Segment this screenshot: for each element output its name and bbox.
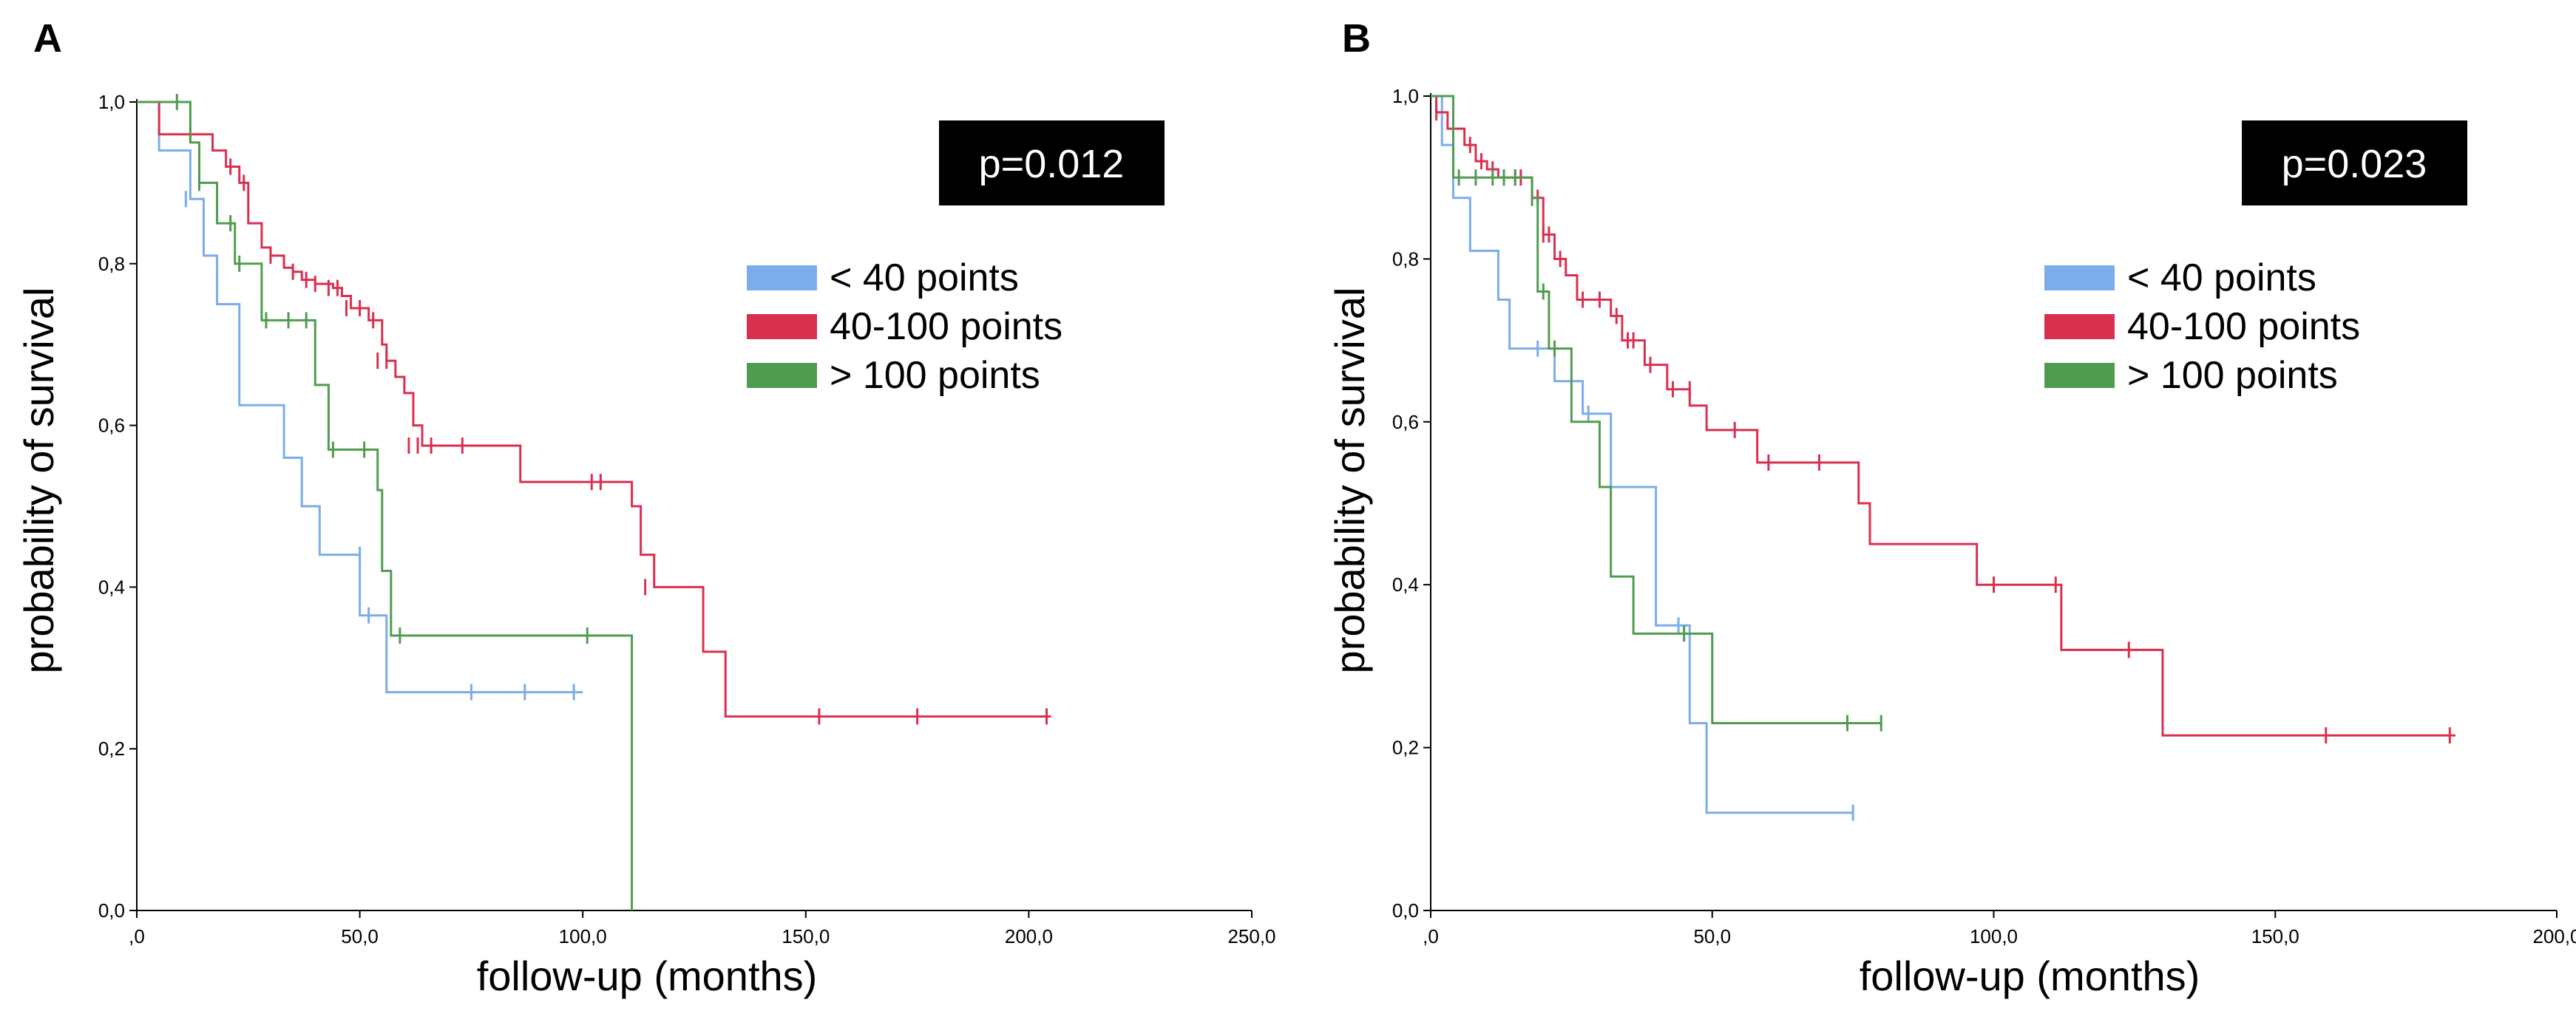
y-tick-label: 0,0 xyxy=(1392,899,1419,922)
y-axis-label: probability of survival xyxy=(1326,287,1373,674)
y-tick-label: 0,0 xyxy=(98,899,125,922)
y-tick-label: 1,0 xyxy=(1392,85,1419,107)
p-value-box: p=0.023 xyxy=(2242,120,2467,205)
x-tick-label: 100,0 xyxy=(1970,925,2018,947)
legend-swatch xyxy=(747,363,817,388)
panel-b: B probability of survival follow-up (mon… xyxy=(1326,16,2576,999)
legend-swatch xyxy=(2044,265,2115,290)
series-line xyxy=(137,101,583,694)
y-axis-label: probability of survival xyxy=(16,287,62,674)
legend-label: 40-100 points xyxy=(830,305,1062,348)
x-tick-label: ,0 xyxy=(1423,925,1439,947)
y-tick-label: 1,0 xyxy=(98,91,125,113)
p-value-text: p=0.023 xyxy=(2282,142,2427,186)
legend-entry: > 100 points xyxy=(2044,354,2338,397)
p-value-box: p=0.012 xyxy=(939,120,1165,205)
series-line xyxy=(1431,95,2455,737)
panel-letter: B xyxy=(1342,16,1371,61)
y-tick-label: 0,6 xyxy=(1392,411,1419,433)
x-tick-label: 50,0 xyxy=(341,925,379,947)
plot-area xyxy=(1431,95,2455,821)
series-line xyxy=(137,101,634,910)
axes: 0,0 0,2 0,4 0,6 0,8 1,0 ,0 50,0 100,0 150,0 200,0 2… xyxy=(98,91,1276,947)
p-value-text: p=0.012 xyxy=(979,142,1125,186)
series-line xyxy=(1431,95,1854,814)
x-axis-label: follow-up (months) xyxy=(1860,953,2200,999)
y-tick-label: 0,4 xyxy=(98,576,125,598)
legend: < 40 points 40-100 points > 100 points xyxy=(2044,256,2360,397)
legend-label: < 40 points xyxy=(2127,256,2316,299)
y-tick-label: 0,2 xyxy=(98,738,125,760)
legend-entry: < 40 points xyxy=(747,256,1019,299)
series-line xyxy=(1431,95,1882,725)
x-tick-label: 100,0 xyxy=(559,925,607,947)
x-tick-label: 250,0 xyxy=(1227,925,1275,947)
x-tick-label: 150,0 xyxy=(2251,925,2299,947)
panel-a: A probability of survival follow-up (mon… xyxy=(16,16,1276,999)
x-tick-label: 200,0 xyxy=(2532,925,2576,947)
legend-swatch xyxy=(2044,363,2115,388)
y-tick-label: 0,8 xyxy=(1392,248,1419,270)
p-value-box-background xyxy=(939,120,1165,205)
legend-label: < 40 points xyxy=(830,256,1019,299)
axes: 0,0 0,2 0,4 0,6 0,8 1,0 ,0 50,0 100,0 150,0 200,0 xyxy=(1392,85,2576,947)
p-value-box-background xyxy=(2242,120,2467,205)
legend-label: 40-100 points xyxy=(2127,305,2360,348)
x-tick-label: ,0 xyxy=(129,925,145,947)
legend-label: > 100 points xyxy=(2127,354,2338,397)
legend-swatch xyxy=(2044,314,2115,339)
legend-entry: < 40 points xyxy=(2044,256,2316,299)
legend-entry: 40-100 points xyxy=(747,305,1062,348)
plot-area xyxy=(137,94,1051,910)
y-tick-label: 0,8 xyxy=(98,253,125,275)
legend-swatch xyxy=(747,265,817,290)
x-tick-label: 150,0 xyxy=(782,925,830,947)
panel-letter: A xyxy=(33,16,62,61)
y-tick-label: 0,2 xyxy=(1392,737,1419,759)
x-axis-label: follow-up (months) xyxy=(477,953,818,999)
legend-entry: 40-100 points xyxy=(2044,305,2360,348)
legend-swatch xyxy=(747,314,817,339)
x-tick-label: 50,0 xyxy=(1693,925,1731,947)
x-tick-label: 200,0 xyxy=(1005,925,1053,947)
y-tick-label: 0,6 xyxy=(98,415,125,437)
y-tick-label: 0,4 xyxy=(1392,573,1419,596)
legend-entry: > 100 points xyxy=(747,354,1040,397)
legend-label: > 100 points xyxy=(830,354,1040,397)
series-line xyxy=(137,101,1051,718)
legend: < 40 points 40-100 points > 100 points xyxy=(747,256,1062,397)
